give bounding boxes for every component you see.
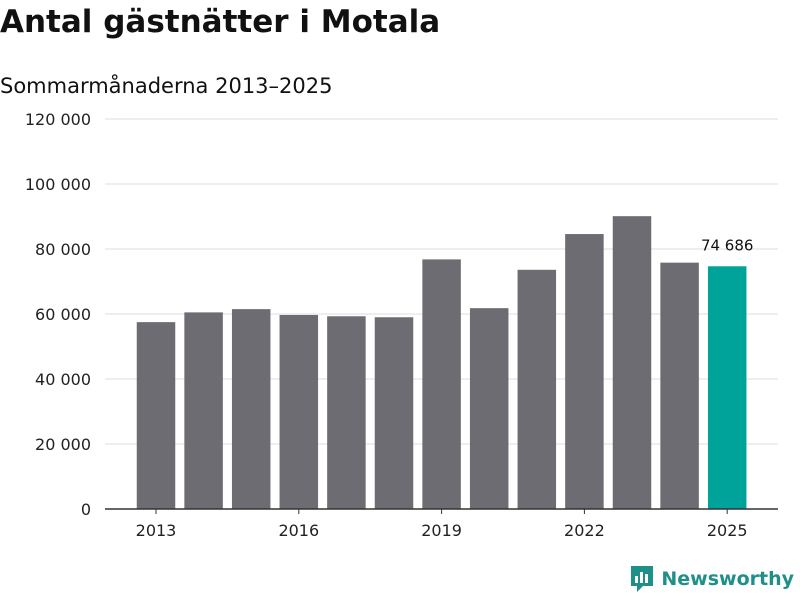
x-tick-label: 2013 xyxy=(136,521,177,540)
y-tick-label: 120 000 xyxy=(25,110,91,129)
bar xyxy=(279,314,319,509)
bar xyxy=(660,262,699,509)
y-tick-label: 20 000 xyxy=(35,435,91,454)
y-tick-label: 0 xyxy=(81,500,91,519)
data-label: 74 686 xyxy=(701,236,754,254)
bar xyxy=(469,308,509,509)
y-tick-label: 80 000 xyxy=(35,240,91,259)
bar xyxy=(136,322,176,509)
bar xyxy=(422,259,461,509)
bar xyxy=(374,317,414,509)
newsworthy-logo-icon xyxy=(631,566,654,592)
brand-name: Newsworthy xyxy=(661,568,794,590)
x-tick-label: 2016 xyxy=(278,521,319,540)
y-tick-label: 60 000 xyxy=(35,305,91,324)
bar xyxy=(707,266,747,509)
y-tick-label: 100 000 xyxy=(25,175,91,194)
x-tick-label: 2019 xyxy=(421,521,462,540)
bar xyxy=(327,316,366,509)
bar xyxy=(612,216,652,510)
chart-subtitle: Sommarmånaderna 2013–2025 xyxy=(0,74,333,98)
bar xyxy=(565,234,604,510)
brand-logo: Newsworthy xyxy=(629,564,794,594)
x-tick-label: 2022 xyxy=(564,521,605,540)
bar xyxy=(184,312,223,509)
bar xyxy=(231,309,271,509)
bar xyxy=(517,269,557,509)
chart-title: Antal gästnätter i Motala xyxy=(0,4,441,40)
x-tick-label: 2025 xyxy=(707,521,748,540)
y-tick-label: 40 000 xyxy=(35,370,91,389)
